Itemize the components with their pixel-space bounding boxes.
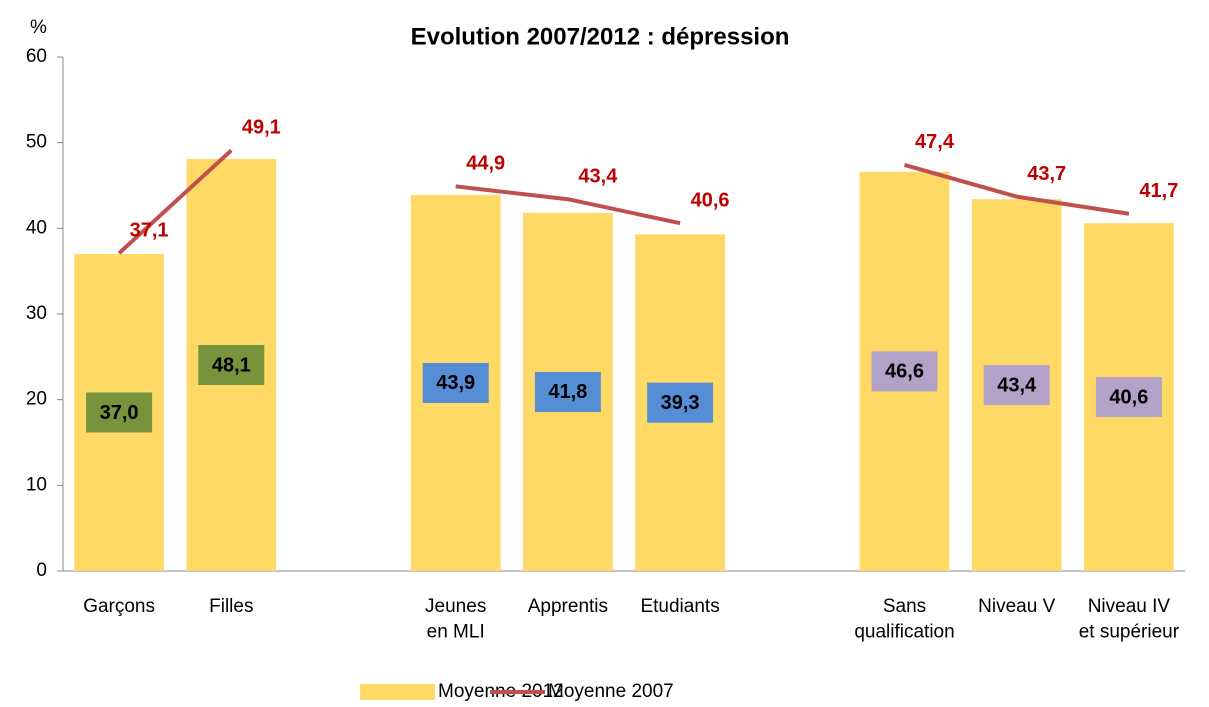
- y-tick-label: 50: [26, 132, 47, 153]
- data-label: 39,3: [661, 392, 700, 414]
- data-label: 43,9: [436, 372, 475, 394]
- data-label: 46,6: [885, 361, 924, 383]
- data-label: 37,1: [130, 219, 169, 241]
- data-label: 41,7: [1139, 180, 1178, 202]
- data-label: 37,0: [100, 402, 139, 424]
- y-tick-label: 40: [26, 217, 47, 238]
- data-label-box: [1095, 377, 1162, 418]
- data-label-box: [534, 371, 601, 412]
- line: [117, 148, 233, 255]
- data-label: 49,1: [242, 117, 281, 139]
- line: [903, 163, 1130, 216]
- data-label-box: [198, 344, 265, 385]
- y-unit-label: %: [30, 17, 47, 38]
- data-label-box: [871, 351, 938, 392]
- data-label: 47,4: [915, 131, 955, 153]
- y-tick-label: 20: [26, 389, 47, 410]
- y-tick-label: 30: [26, 303, 47, 324]
- x-tick-label: Sans qualification: [854, 596, 954, 643]
- x-tick-label: Etudiants: [640, 596, 719, 617]
- data-label: 44,9: [466, 153, 505, 175]
- x-tick-label: Jeunes en MLI: [425, 596, 486, 643]
- data-label: 40,6: [691, 189, 730, 211]
- y-tick-label: 60: [26, 46, 47, 67]
- x-tick-label: Niveau V: [978, 596, 1055, 617]
- data-label: 43,4: [578, 165, 618, 187]
- data-label: 48,1: [212, 354, 251, 376]
- y-tick-label: 10: [26, 474, 47, 495]
- data-label: 40,6: [1109, 386, 1148, 408]
- legend-label: Moyenne 2007: [548, 681, 674, 702]
- data-label-box: [983, 365, 1050, 406]
- x-tick-label: Apprentis: [528, 596, 608, 617]
- data-label: 43,7: [1027, 163, 1066, 185]
- data-label-box: [422, 362, 489, 403]
- x-tick-label: Niveau IV et supérieur: [1079, 596, 1180, 643]
- data-label-box: [647, 382, 714, 423]
- chart-title: Evolution 2007/2012 : dépression: [411, 23, 790, 50]
- data-label: 43,4: [997, 374, 1037, 396]
- x-tick-label: Garçons: [83, 596, 155, 617]
- line: [455, 184, 681, 226]
- legend-swatch: [360, 684, 435, 700]
- data-label-box: [86, 392, 153, 433]
- data-label: 41,8: [548, 381, 587, 403]
- y-tick-label: 0: [36, 560, 47, 581]
- x-tick-label: Filles: [209, 596, 253, 617]
